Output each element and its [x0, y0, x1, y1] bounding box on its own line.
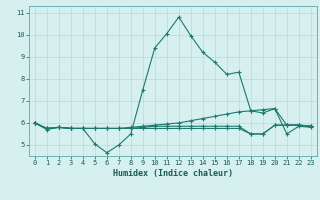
X-axis label: Humidex (Indice chaleur): Humidex (Indice chaleur)	[113, 169, 233, 178]
